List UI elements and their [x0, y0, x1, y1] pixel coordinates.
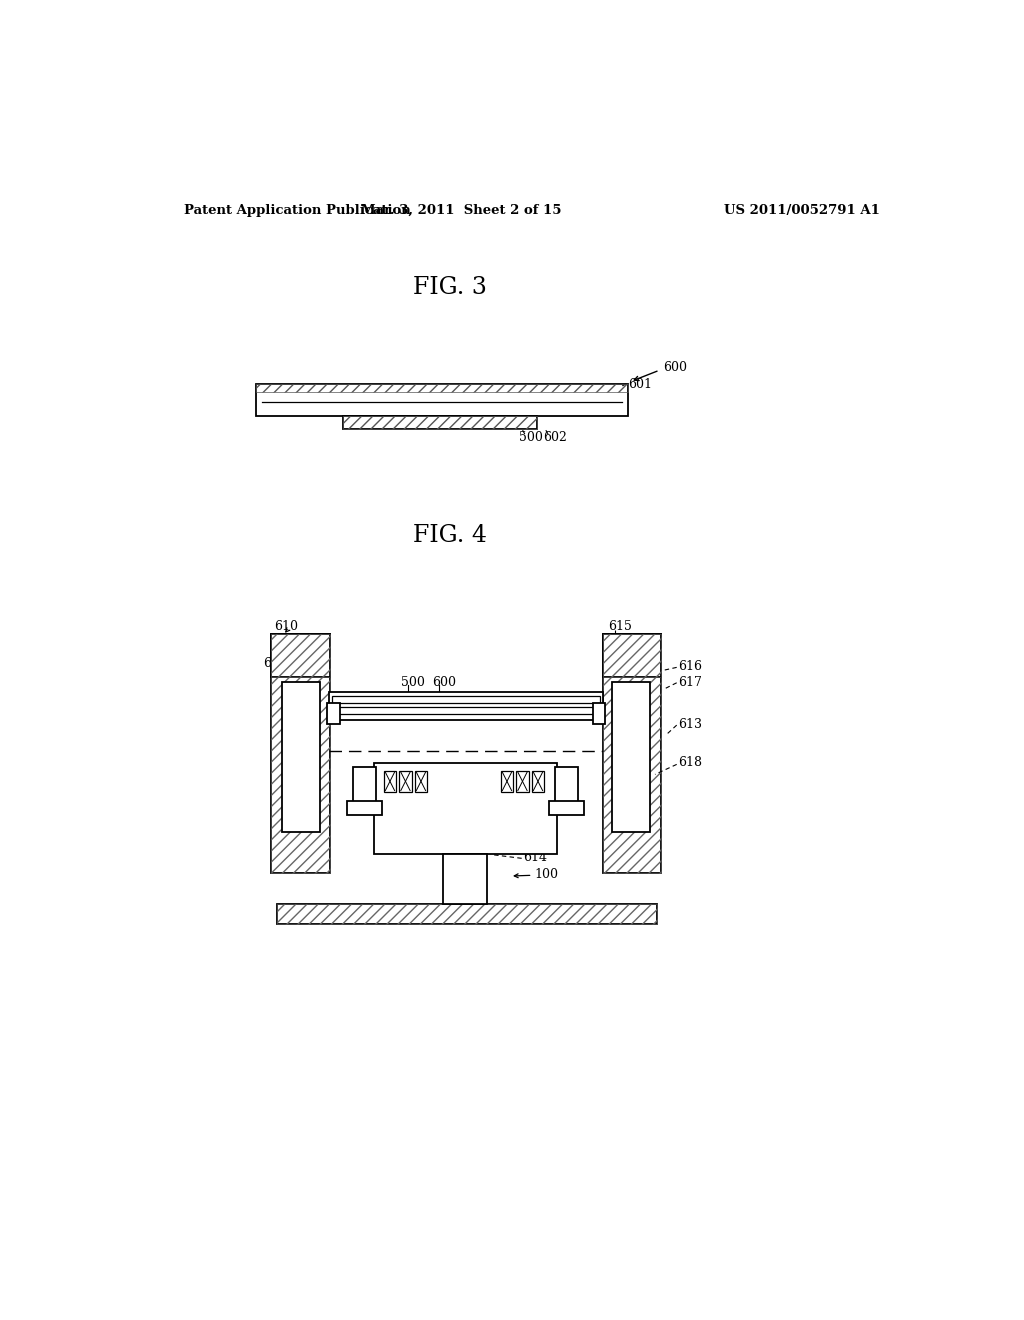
- Text: FIG. 4: FIG. 4: [413, 524, 486, 548]
- Text: 616: 616: [678, 660, 702, 673]
- Bar: [384, 771, 396, 792]
- Text: 600: 600: [663, 362, 687, 375]
- Bar: [271, 635, 330, 677]
- Text: 611: 611: [263, 657, 288, 671]
- Bar: [271, 635, 330, 677]
- Text: Mar. 3, 2011  Sheet 2 of 15: Mar. 3, 2011 Sheet 2 of 15: [361, 205, 561, 218]
- Bar: [283, 682, 321, 832]
- Bar: [343, 416, 538, 429]
- Bar: [603, 635, 662, 677]
- Text: 618: 618: [678, 756, 702, 770]
- Text: 500: 500: [519, 430, 544, 444]
- Bar: [276, 904, 656, 924]
- Bar: [329, 692, 603, 719]
- Bar: [516, 771, 528, 792]
- Bar: [256, 384, 628, 392]
- Text: Patent Application Publication: Patent Application Publication: [183, 205, 411, 218]
- Bar: [271, 635, 330, 873]
- Text: 613: 613: [678, 718, 702, 731]
- Bar: [555, 767, 579, 805]
- Bar: [271, 635, 330, 873]
- Bar: [531, 771, 544, 792]
- Text: US 2011/0052791 A1: US 2011/0052791 A1: [724, 205, 881, 218]
- Text: 602: 602: [543, 430, 566, 444]
- Bar: [443, 854, 486, 904]
- Bar: [375, 763, 557, 854]
- Bar: [399, 771, 412, 792]
- Bar: [549, 801, 585, 816]
- Text: 600: 600: [432, 676, 456, 689]
- Bar: [328, 702, 340, 725]
- Text: 615: 615: [608, 620, 633, 634]
- Bar: [343, 416, 538, 429]
- Bar: [346, 801, 382, 816]
- Bar: [415, 771, 427, 792]
- Bar: [332, 696, 600, 702]
- Bar: [593, 702, 605, 725]
- Text: 617: 617: [678, 676, 702, 689]
- Bar: [603, 635, 662, 677]
- Bar: [352, 767, 376, 805]
- Bar: [332, 706, 600, 714]
- Text: 601: 601: [628, 378, 652, 391]
- Bar: [501, 771, 513, 792]
- Bar: [256, 384, 628, 416]
- Text: 610: 610: [273, 620, 298, 634]
- Bar: [603, 635, 662, 873]
- Text: 614: 614: [523, 851, 547, 865]
- Text: 500: 500: [400, 676, 425, 689]
- Bar: [612, 682, 650, 832]
- Text: 100: 100: [535, 869, 559, 880]
- Bar: [603, 635, 662, 873]
- Text: FIG. 3: FIG. 3: [413, 276, 486, 300]
- Bar: [276, 904, 656, 924]
